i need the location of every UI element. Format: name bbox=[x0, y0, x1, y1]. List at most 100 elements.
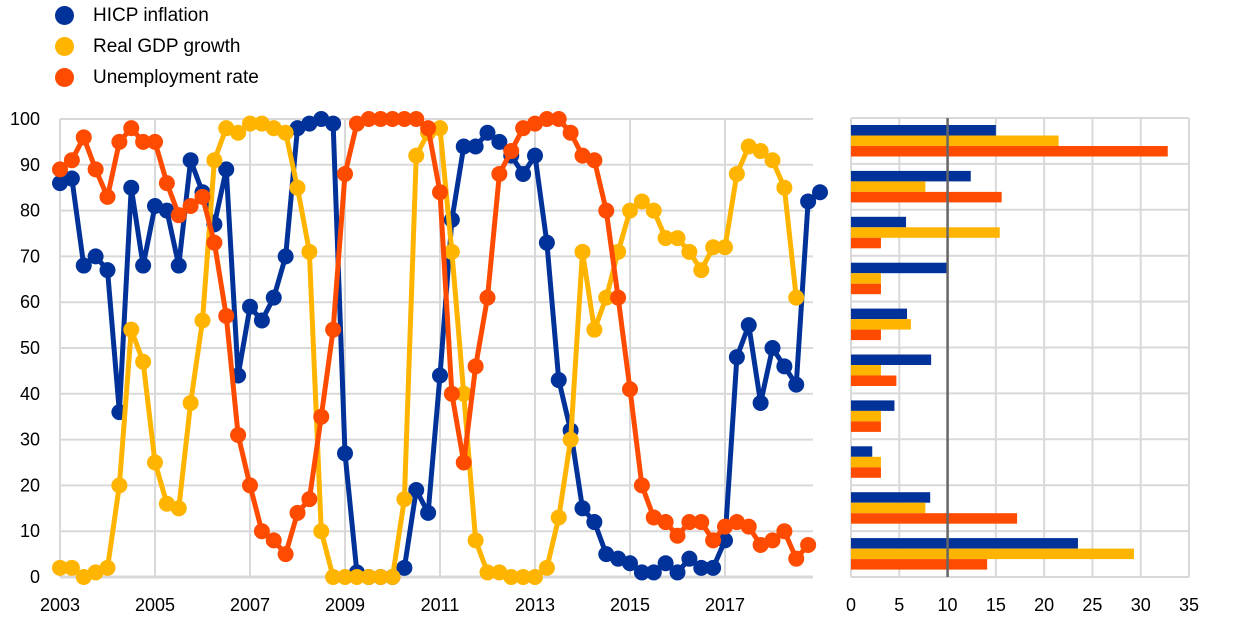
bar-group bbox=[851, 400, 895, 432]
bar bbox=[851, 354, 932, 365]
data-point bbox=[586, 321, 603, 338]
bar bbox=[851, 492, 931, 503]
data-point bbox=[717, 532, 733, 549]
bar bbox=[851, 262, 948, 274]
data-point bbox=[622, 381, 638, 398]
data-point bbox=[360, 569, 377, 585]
data-point bbox=[135, 353, 152, 370]
bar-group bbox=[851, 446, 881, 478]
bar-group bbox=[851, 354, 932, 386]
x-tick-label: 2009 bbox=[325, 595, 365, 615]
y-tick-label: 90 bbox=[20, 155, 40, 175]
data-point bbox=[538, 559, 555, 576]
data-point bbox=[598, 289, 615, 306]
data-point bbox=[669, 527, 686, 544]
data-point bbox=[669, 564, 686, 581]
series-real-gdp-growth bbox=[52, 115, 805, 585]
data-point bbox=[645, 202, 662, 219]
data-point bbox=[230, 427, 247, 444]
bar bbox=[851, 375, 897, 386]
x-tick-label: 25 bbox=[1082, 595, 1102, 615]
bar bbox=[851, 400, 895, 411]
data-point bbox=[87, 248, 104, 265]
data-point bbox=[657, 230, 674, 247]
bar bbox=[851, 191, 1002, 203]
y-tick-label: 20 bbox=[20, 475, 40, 495]
bar bbox=[851, 181, 926, 192]
data-point bbox=[705, 559, 722, 576]
data-point bbox=[645, 564, 662, 581]
data-point bbox=[467, 532, 484, 549]
data-point bbox=[170, 207, 187, 224]
data-point bbox=[182, 198, 199, 215]
x-tick-label: 15 bbox=[986, 595, 1006, 615]
data-point bbox=[75, 257, 92, 274]
data-point bbox=[265, 289, 282, 306]
bar bbox=[851, 237, 881, 249]
data-point bbox=[253, 523, 270, 540]
bar bbox=[851, 421, 881, 432]
data-point bbox=[776, 358, 793, 375]
legend-item-hicp: HICP inflation bbox=[55, 0, 259, 31]
data-point bbox=[218, 161, 235, 178]
bar bbox=[851, 135, 1059, 146]
data-point bbox=[313, 523, 330, 540]
data-point bbox=[562, 124, 579, 141]
y-tick-label: 50 bbox=[20, 338, 40, 358]
data-point bbox=[218, 307, 235, 324]
data-point bbox=[99, 188, 116, 205]
bar bbox=[851, 513, 1018, 524]
data-point bbox=[337, 445, 353, 462]
bar-group bbox=[851, 538, 1134, 570]
data-point bbox=[443, 385, 460, 402]
x-tick-label: 35 bbox=[1179, 595, 1199, 615]
data-point bbox=[598, 202, 615, 219]
bar bbox=[851, 456, 881, 468]
bar-group bbox=[851, 262, 948, 295]
data-point bbox=[111, 133, 128, 150]
data-point bbox=[194, 312, 211, 329]
bar-group bbox=[851, 216, 1000, 249]
bar bbox=[851, 170, 971, 182]
line-chart: 0 10 20 30 40 50 60 70 80 90 100 2003 2005 2007 2009 20… bbox=[10, 109, 828, 615]
data-point bbox=[170, 500, 187, 517]
data-point bbox=[337, 165, 353, 182]
x-tick-label: 2017 bbox=[705, 595, 745, 615]
data-point bbox=[384, 111, 401, 127]
x-tick-label: 2011 bbox=[421, 595, 460, 615]
data-point bbox=[242, 115, 258, 132]
data-point bbox=[170, 257, 187, 274]
x-tick-label: 5 bbox=[894, 595, 904, 615]
data-point bbox=[432, 367, 448, 384]
legend-label-gdp: Real GDP growth bbox=[93, 35, 241, 57]
data-point bbox=[301, 243, 318, 260]
data-point bbox=[633, 477, 650, 494]
data-point bbox=[75, 129, 92, 146]
data-point bbox=[479, 564, 496, 581]
data-point bbox=[360, 111, 377, 127]
data-point bbox=[372, 111, 389, 127]
bar bbox=[851, 308, 908, 320]
data-point bbox=[408, 481, 425, 498]
bar bbox=[851, 502, 926, 514]
y-tick-label: 60 bbox=[20, 292, 40, 312]
data-point bbox=[99, 559, 116, 576]
bar bbox=[851, 467, 881, 478]
data-point bbox=[63, 559, 80, 576]
data-point bbox=[681, 514, 698, 531]
series-unemployment-rate bbox=[52, 111, 817, 567]
data-point bbox=[301, 491, 318, 508]
data-point bbox=[123, 179, 140, 196]
bar bbox=[851, 446, 873, 457]
data-point bbox=[764, 152, 781, 169]
data-point bbox=[515, 165, 532, 182]
data-point bbox=[325, 321, 342, 338]
legend-marker-hicp bbox=[55, 6, 74, 25]
legend-marker-gdp bbox=[55, 37, 74, 56]
data-point bbox=[467, 358, 484, 375]
bar-group bbox=[851, 125, 1168, 157]
data-point bbox=[491, 165, 508, 182]
data-point bbox=[372, 569, 389, 585]
data-point bbox=[538, 234, 555, 251]
